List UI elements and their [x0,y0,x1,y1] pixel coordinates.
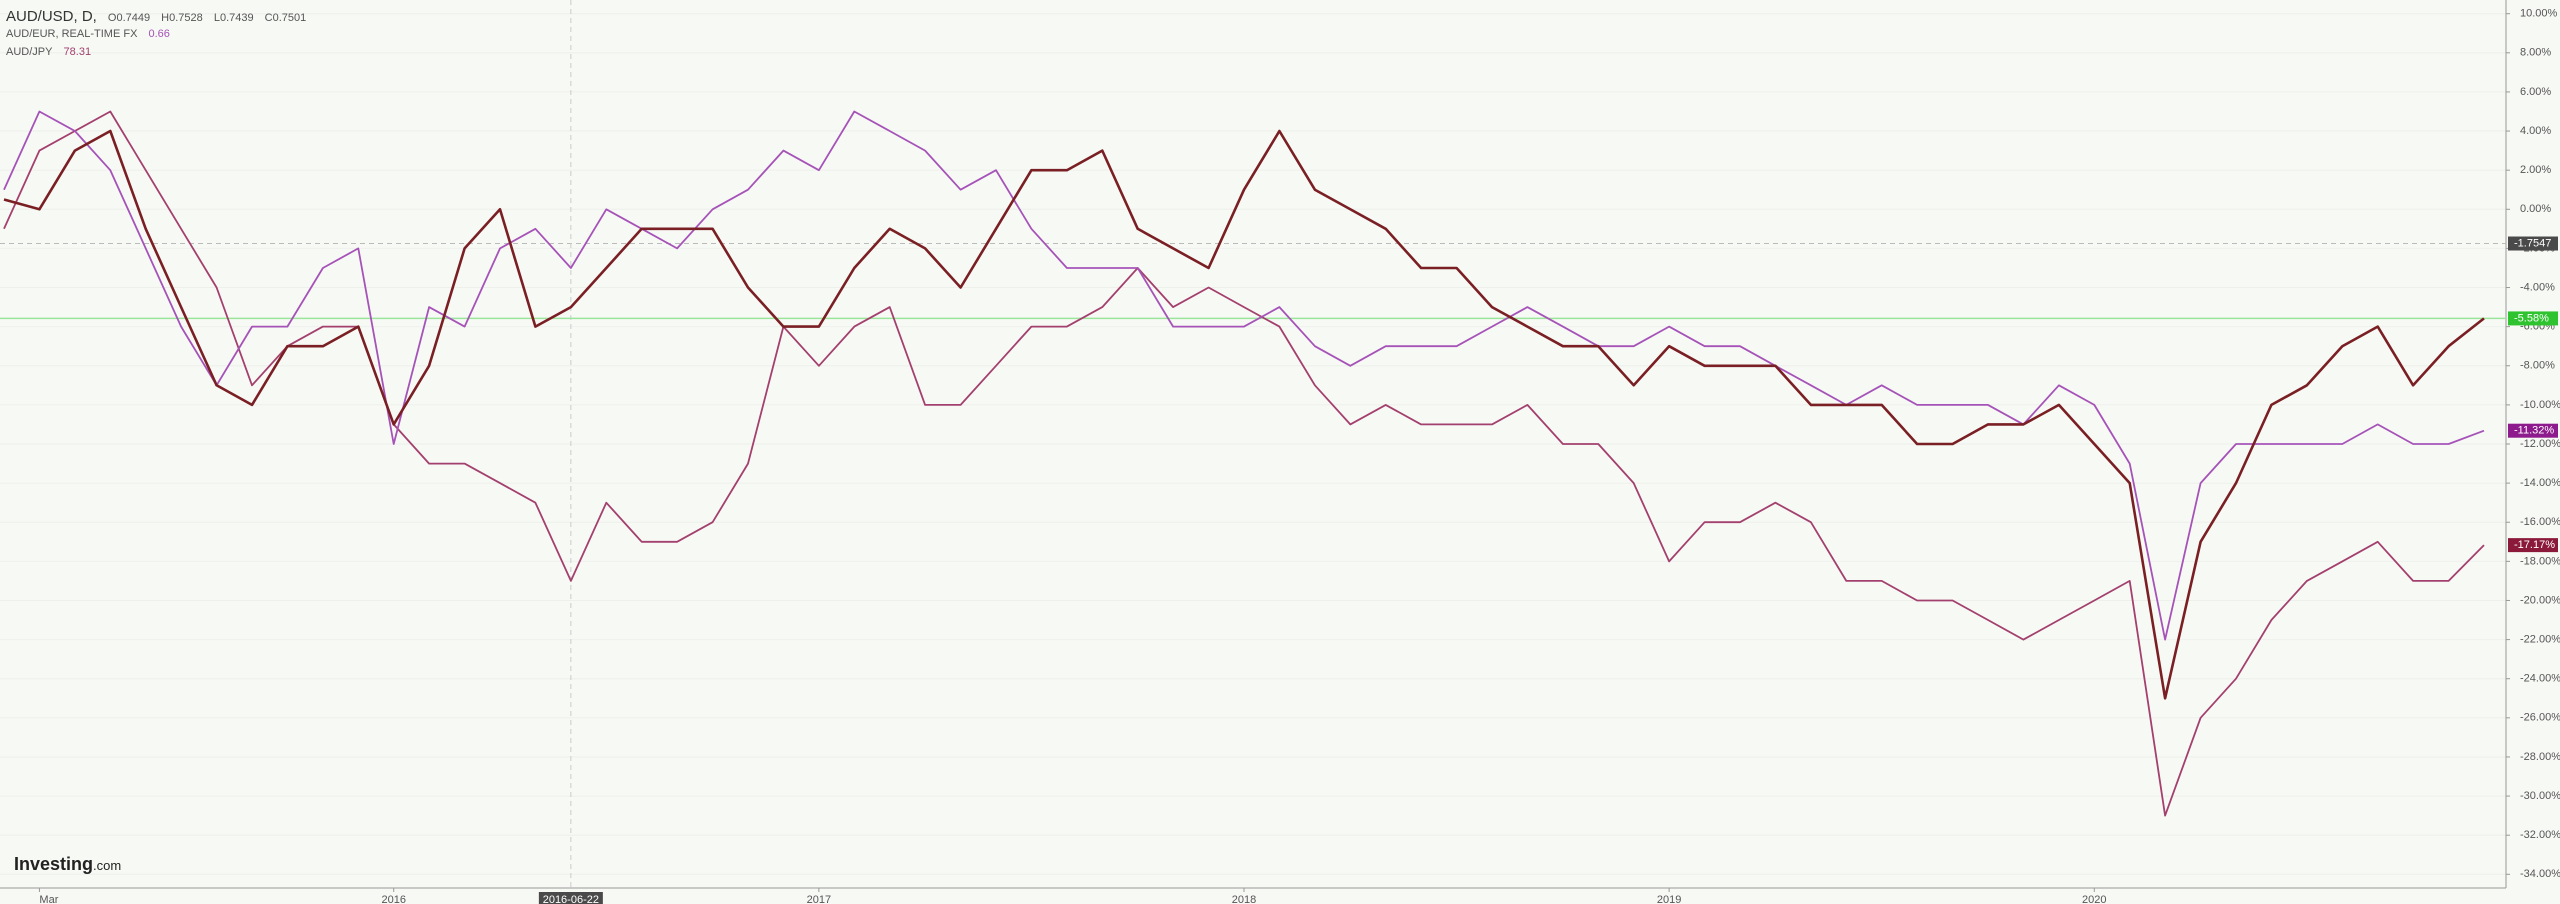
crosshair-y-badge [2508,236,2558,251]
legend-name: AUD/JPY [6,46,53,58]
y-tick-label: 6.00% [2520,86,2551,98]
y-tick-label: -28.00% [2520,751,2560,763]
y-tick-label: -18.00% [2520,555,2560,567]
y-tick-label: -8.00% [2520,360,2555,372]
legend-row: AUD/EUR, REAL-TIME FX 0.66 [6,28,178,40]
value-badge-label: -17.17% [2514,539,2555,551]
y-tick-label: -12.00% [2520,438,2560,450]
y-tick-label: 8.00% [2520,47,2551,59]
series-line [3,110,2485,641]
watermark: Investing.com [14,854,121,875]
legend-name: AUD/USD, D, [6,8,97,25]
y-tick-label: 10.00% [2520,8,2558,20]
watermark-suffix: .com [93,858,122,873]
y-tick-label: -34.00% [2520,868,2560,880]
y-tick-label: 4.00% [2520,125,2551,137]
x-tick-label: 2017 [807,894,831,904]
value-badge-label: -11.32% [2514,425,2554,437]
series-line [3,129,2485,700]
x-tick-label: 2016-06-22 [543,894,599,904]
y-tick-label: -10.00% [2520,399,2560,411]
quote: C0.7501 [264,12,307,24]
x-tick-label: 2020 [2082,894,2106,904]
x-tick-label: Mar [39,894,58,904]
value-badge [2508,538,2558,553]
y-tick-label: 2.00% [2520,164,2551,176]
value-badge [2508,423,2558,438]
x-tick-label: 2018 [1232,894,1256,904]
legend-row: AUD/JPY 78.31 [6,46,99,58]
series-line [3,110,2485,817]
y-tick-label: -32.00% [2520,829,2560,841]
y-tick-label: 0.00% [2520,203,2551,215]
y-tick-label: -30.00% [2520,790,2560,802]
y-tick-label: -4.00% [2520,281,2555,293]
quote: H0.7528 [161,12,203,24]
quote: 78.31 [63,46,92,58]
x-tick-label: 2019 [1657,894,1681,904]
x-tick-label: 2016 [381,894,405,904]
y-tick-label: -24.00% [2520,673,2560,685]
legend-name: AUD/EUR, REAL-TIME FX [6,28,138,40]
crosshair-y-label: -1.7547 [2514,237,2551,249]
crosshair-x-badge [538,892,603,904]
value-badge-label: -5.58% [2514,312,2549,324]
y-tick-label: -20.00% [2520,594,2560,606]
legend-row: AUD/USD, D, O0.7449 H0.7528 L0.7439 C0.7… [6,8,314,25]
value-badge [2508,311,2558,326]
quote: 0.66 [148,28,170,40]
watermark-brand: Investing [14,854,94,874]
y-tick-label: -26.00% [2520,712,2560,724]
y-tick-label: -16.00% [2520,516,2560,528]
y-tick-label: -22.00% [2520,634,2560,646]
quote: L0.7439 [213,12,254,24]
y-tick-label: -14.00% [2520,477,2560,489]
quote: O0.7449 [107,12,151,24]
